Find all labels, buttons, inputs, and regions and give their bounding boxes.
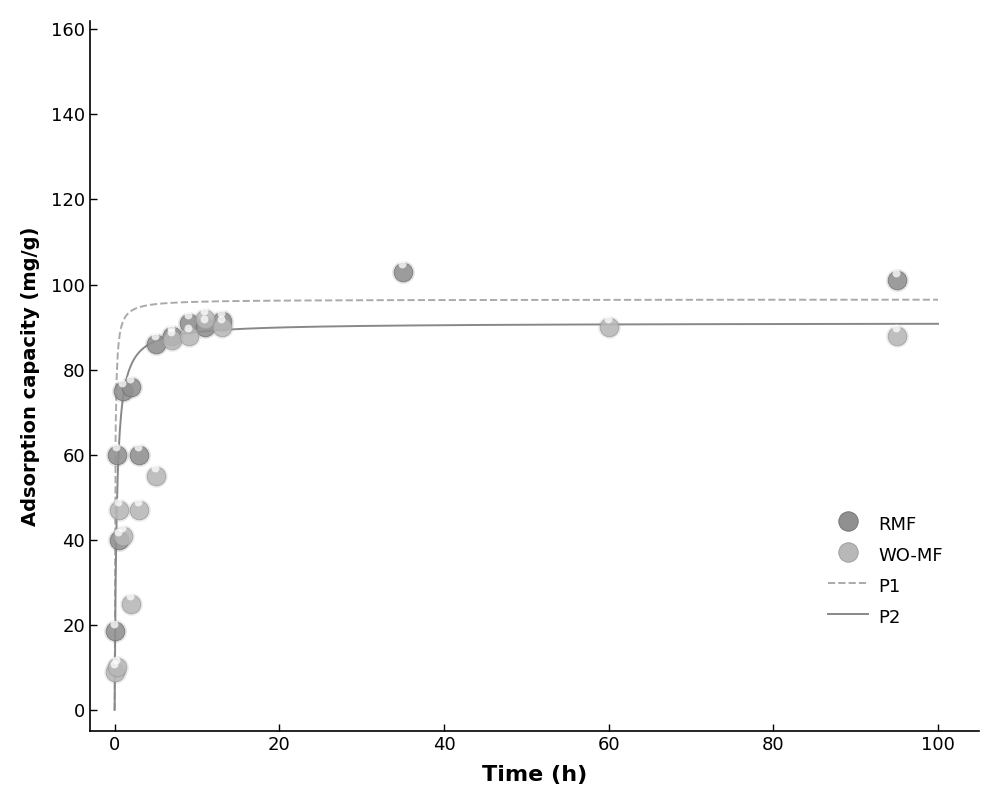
Point: [111, 534, 127, 546]
Point: [164, 329, 180, 342]
Point: [115, 384, 131, 397]
Point: [196, 313, 212, 326]
Point: [115, 529, 131, 542]
Point: [214, 321, 230, 334]
Point: [164, 329, 180, 342]
Point: [131, 448, 147, 461]
Point: [889, 274, 905, 287]
Point: [109, 448, 125, 461]
Point: [109, 448, 125, 461]
Point: [600, 313, 616, 326]
Point: [115, 384, 131, 397]
Point: [197, 312, 213, 325]
Point: [106, 658, 122, 671]
Point: [147, 462, 163, 475]
Point: [122, 372, 138, 385]
Point: [107, 665, 123, 678]
Point: [111, 534, 127, 546]
Point: [889, 329, 905, 342]
Point: [110, 526, 126, 538]
Point: [888, 266, 904, 279]
Point: [122, 589, 138, 602]
Legend: RMF, WO-MF, P1, P2: RMF, WO-MF, P1, P2: [819, 504, 952, 637]
Point: [889, 329, 905, 342]
Point: [123, 380, 139, 393]
Point: [108, 441, 124, 454]
Point: [163, 322, 179, 334]
Point: [148, 470, 164, 483]
Point: [123, 380, 139, 393]
Point: [601, 321, 617, 334]
Y-axis label: Adsorption capacity (mg/g): Adsorption capacity (mg/g): [21, 226, 40, 526]
Point: [148, 470, 164, 483]
Point: [395, 265, 411, 278]
Point: [180, 322, 196, 334]
Point: [888, 322, 904, 334]
Point: [197, 312, 213, 325]
Point: [123, 597, 139, 610]
Point: [395, 265, 411, 278]
Point: [197, 321, 213, 334]
Point: [131, 504, 147, 517]
Point: [109, 661, 125, 674]
Point: [108, 654, 124, 667]
X-axis label: Time (h): Time (h): [482, 765, 587, 785]
Point: [106, 617, 122, 630]
Point: [197, 321, 213, 334]
Point: [163, 326, 179, 339]
Point: [214, 321, 230, 334]
Point: [601, 321, 617, 334]
Point: [180, 309, 196, 322]
Point: [889, 274, 905, 287]
Point: [123, 597, 139, 610]
Point: [147, 330, 163, 343]
Point: [196, 305, 212, 318]
Point: [181, 329, 197, 342]
Point: [107, 625, 123, 638]
Point: [114, 376, 130, 389]
Point: [130, 496, 146, 509]
Point: [214, 314, 230, 327]
Point: [164, 334, 180, 347]
Point: [164, 334, 180, 347]
Point: [131, 448, 147, 461]
Point: [181, 317, 197, 330]
Point: [111, 504, 127, 517]
Point: [214, 314, 230, 327]
Point: [394, 258, 410, 271]
Point: [109, 661, 125, 674]
Point: [148, 338, 164, 351]
Point: [213, 306, 229, 319]
Point: [115, 529, 131, 542]
Point: [107, 665, 123, 678]
Point: [213, 313, 229, 326]
Point: [130, 441, 146, 454]
Point: [111, 504, 127, 517]
Point: [131, 504, 147, 517]
Point: [181, 317, 197, 330]
Point: [181, 329, 197, 342]
Point: [110, 496, 126, 509]
Point: [107, 625, 123, 638]
Point: [114, 521, 130, 534]
Point: [148, 338, 164, 351]
